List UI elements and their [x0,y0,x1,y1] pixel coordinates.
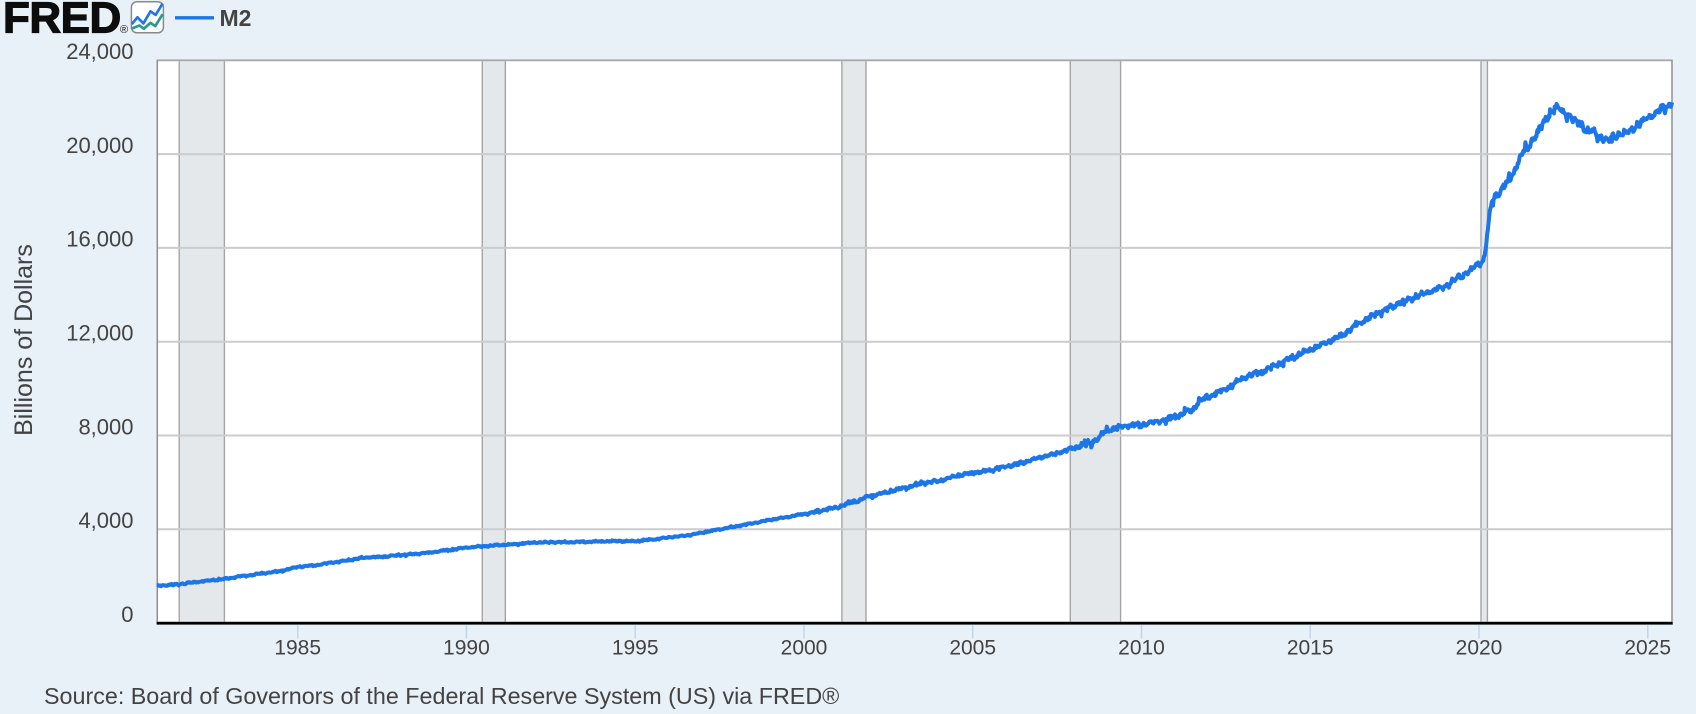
svg-text:12,000: 12,000 [66,321,133,346]
svg-text:24,000: 24,000 [66,39,133,64]
svg-text:16,000: 16,000 [66,227,133,252]
svg-text:Billions of Dollars: Billions of Dollars [10,244,38,436]
svg-text:®: ® [120,24,128,36]
svg-text:1995: 1995 [612,637,659,660]
svg-text:0: 0 [121,602,133,627]
svg-text:1985: 1985 [274,637,321,660]
svg-text:2025: 2025 [1624,637,1671,660]
svg-text:2020: 2020 [1456,637,1503,660]
svg-text:FRED: FRED [3,0,121,42]
svg-text:2010: 2010 [1118,637,1165,660]
svg-text:1990: 1990 [443,637,490,660]
svg-text:2005: 2005 [949,637,996,660]
svg-text:4,000: 4,000 [78,508,133,533]
svg-text:M2: M2 [220,5,252,31]
svg-text:20,000: 20,000 [66,133,133,158]
svg-text:2000: 2000 [781,637,828,660]
svg-text:2015: 2015 [1287,637,1334,660]
svg-text:Source: Board of Governors of: Source: Board of Governors of the Federa… [44,683,839,709]
svg-text:8,000: 8,000 [78,414,133,439]
